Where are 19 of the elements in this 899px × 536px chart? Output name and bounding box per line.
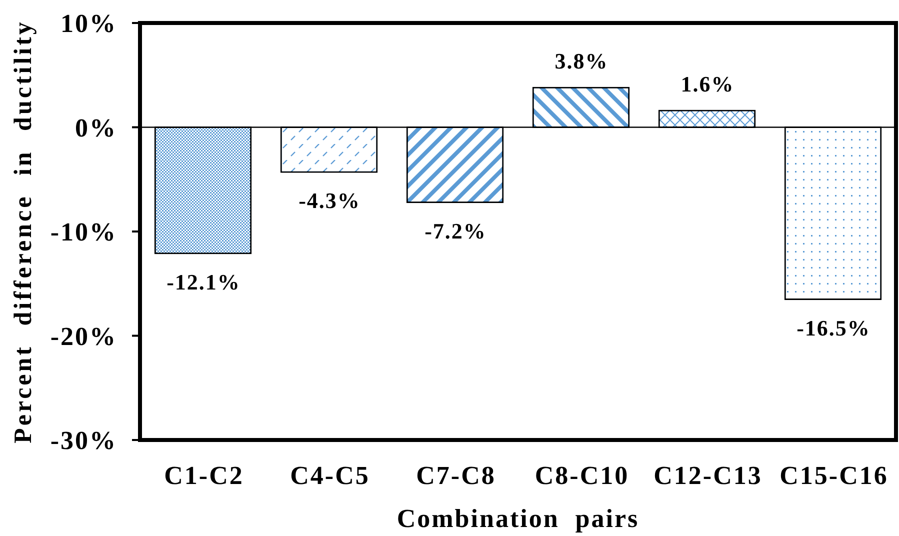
y-tick-label: 10% <box>60 9 117 38</box>
x-tick-label: C8-C10 <box>534 461 630 490</box>
x-axis-title: Combination pairs <box>396 504 640 533</box>
y-axis-title: Percent difference in ductility <box>10 20 37 444</box>
y-tick-label: -10% <box>50 218 117 247</box>
data-label: -16.5% <box>796 315 870 340</box>
y-tick-label: 0% <box>75 113 117 142</box>
data-label: -4.3% <box>298 188 360 214</box>
x-tick-label: C12-C13 <box>654 461 762 490</box>
data-label: 3.8% <box>554 48 608 74</box>
data-label: -7.2% <box>424 218 486 244</box>
x-tick-label: C15-C16 <box>780 461 888 490</box>
y-tick-label: -20% <box>50 322 117 351</box>
data-label: -12.1% <box>166 269 240 294</box>
x-tick-label: C1-C2 <box>164 461 244 490</box>
x-tick-label: C4-C5 <box>290 461 370 490</box>
y-tick-label: -30% <box>50 426 117 456</box>
data-label: 1.6% <box>680 72 734 97</box>
x-tick-label: C7-C8 <box>416 461 496 490</box>
